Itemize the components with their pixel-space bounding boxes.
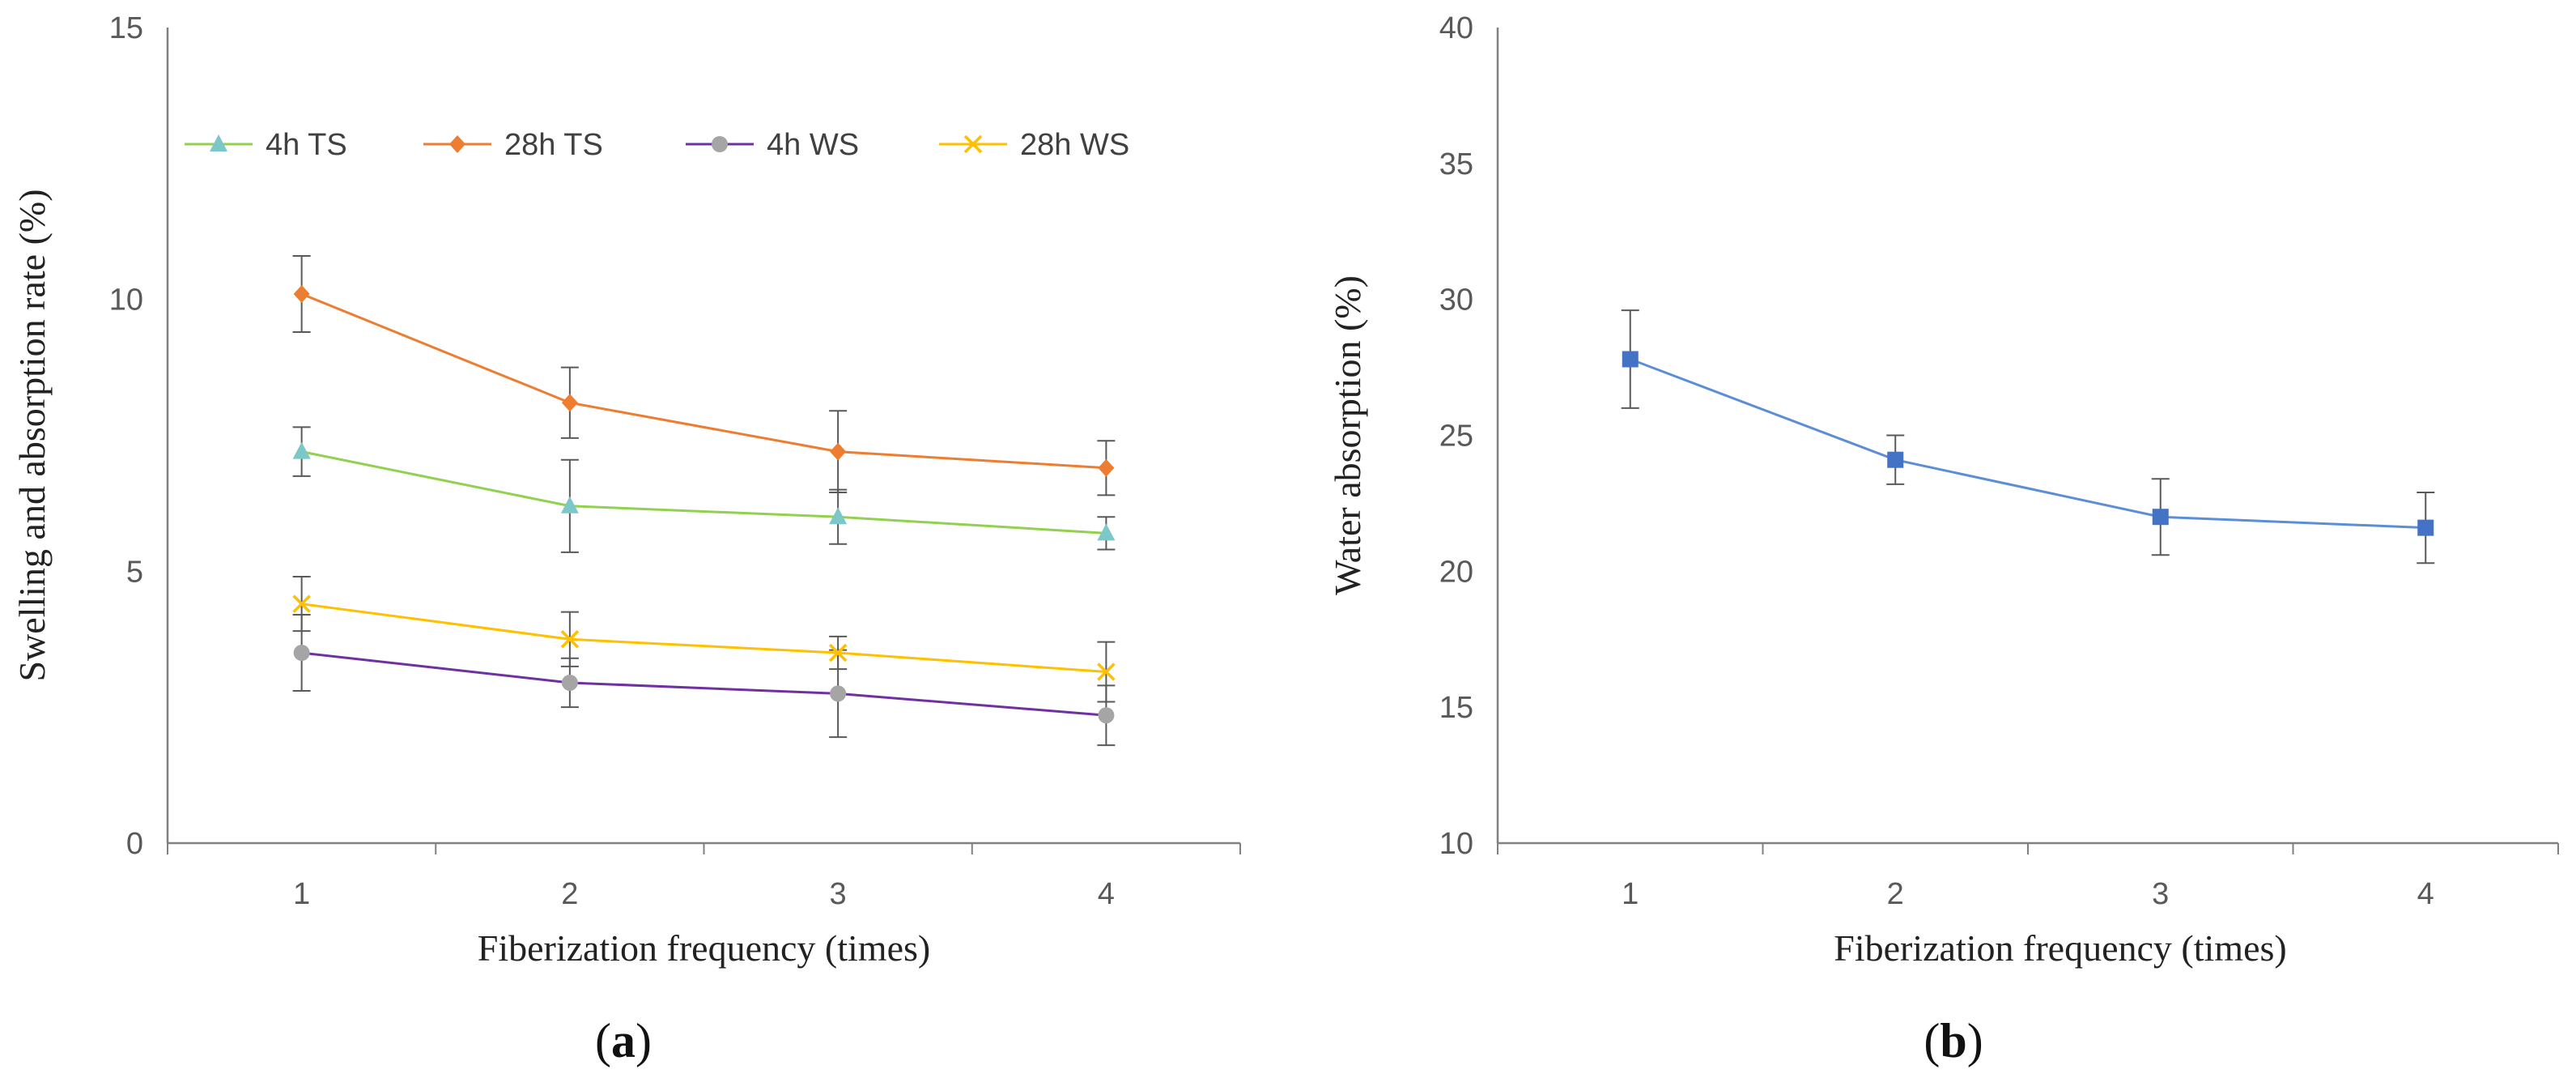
panel-labels: (a) (b)	[595, 1014, 1983, 1067]
panel-b-y-tick-label: 25	[1439, 420, 1473, 454]
panel-a-legend-28h-ws-marker	[963, 134, 983, 154]
panel-a-legend-4h-ts: 4h TS	[185, 128, 347, 162]
panel-a-legend-28h-ws-marker-stroke-2	[963, 134, 983, 154]
panel-a-series-4h-ws	[292, 614, 1116, 747]
panel-a-y-tick-label: 15	[109, 11, 143, 45]
panel-a-series-28h-ts-point	[293, 284, 310, 303]
panel-a-legend-4h-ts-label: 4h TS	[266, 128, 347, 162]
panel-b-series-1-point	[1622, 351, 1639, 368]
panel-a-legend-4h-ws-marker	[712, 136, 728, 152]
panel-a-x-tick-label: 2	[561, 877, 578, 911]
panel-a-series-28h-ws-point-stroke-2	[292, 594, 311, 613]
panel-a-x-axis-title: Fiberization frequency (times)	[478, 927, 930, 969]
panel-a-series-28h-ws-point-stroke-2	[828, 643, 848, 663]
panel-a-series-28h-ws	[292, 576, 1116, 703]
panel-b-x-tick-label: 4	[2417, 877, 2434, 911]
panel-b-series-1-point	[2417, 519, 2434, 536]
panel-a-y-axis-title: Swelling and absorption rate (%)	[11, 189, 53, 681]
panel-a-letter: a	[611, 1014, 635, 1067]
panel-b-series-1-point	[2152, 509, 2169, 526]
panel-a-series-4h-ws-point	[293, 645, 310, 662]
panel-a-series-28h-ws-point-stroke-2	[560, 630, 580, 649]
panel-a-series-4h-ws-point	[830, 685, 847, 702]
panel-a-chart: 0 5 10 15 1 2 3 4 Fiberization frequency (times)…	[11, 11, 1241, 969]
panel-a-legend-4h-ts-marker	[210, 134, 227, 151]
panel-a-series-4h-ts-point	[1097, 523, 1116, 541]
panel-b-series-1-line	[1630, 358, 2426, 530]
panel-b-y-axis-title: Water absorption (%)	[1327, 275, 1368, 595]
panel-a-legend-28h-ws: 28h WS	[939, 128, 1129, 162]
panel-a-series-4h-ws-line	[301, 651, 1107, 717]
panel-a-series-28h-ws-point	[292, 594, 311, 613]
panel-a-x-tick-label: 4	[1098, 877, 1115, 911]
panel-b-x-axis-title: Fiberization frequency (times)	[1834, 927, 2286, 969]
panel-b-series-1	[1621, 309, 2435, 565]
panel-a-series-28h-ws-point	[828, 643, 848, 663]
panel-a-y-tick-label: 0	[126, 827, 143, 861]
panel-a-legend-28h-ts: 28h TS	[423, 128, 603, 162]
panel-b-x-tick-label: 1	[1622, 877, 1639, 911]
panel-a-y-tick-label: 5	[126, 555, 143, 589]
panel-a-series-28h-ws-point-stroke-2	[1097, 663, 1116, 681]
panel-a-series-4h-ts-line	[301, 450, 1107, 535]
panel-a-legend-28h-ts-label: 28h TS	[504, 128, 603, 162]
panel-a-series-28h-ws-point	[1097, 663, 1116, 681]
panel-b-series-1-point	[1887, 451, 1904, 468]
panel-b-y-tick-label: 35	[1439, 147, 1473, 181]
panel-a-series-28h-ts-line	[301, 292, 1107, 470]
panel-a-series-4h-ts-point	[829, 507, 848, 525]
panel-b-chart: 10 15 20 25 30 35 40 1 2 3 4 Fiberization frequency…	[1327, 11, 2559, 969]
panel-a-series-4h-ts-point	[292, 441, 311, 459]
panel-a-series-4h-ts	[292, 426, 1116, 553]
panel-a-series-4h-ts-point	[560, 496, 579, 513]
panel-b-y-tick-label: 20	[1439, 555, 1473, 589]
panel-b-y-tick-label: 15	[1439, 691, 1473, 725]
panel-a-series-28h-ws-line	[301, 603, 1107, 674]
panel-a-x-tick-label: 3	[830, 877, 847, 911]
panel-b-y-tick-label: 30	[1439, 283, 1473, 317]
panel-b-letter: b	[1940, 1014, 1966, 1067]
panel-a-series-28h-ts-point	[1098, 458, 1115, 477]
panel-a-x-tick-label: 1	[293, 877, 310, 911]
panel-b-y-tick-label: 40	[1439, 11, 1473, 45]
panel-a-series-28h-ws-point	[560, 630, 580, 649]
panel-a-legend-4h-ws-label: 4h WS	[767, 128, 859, 162]
panel-a-series-28h-ts-point	[830, 442, 847, 461]
panel-a-legend-4h-ws: 4h WS	[686, 128, 859, 162]
panel-a-label: (a)	[595, 1014, 652, 1067]
panel-a-series-28h-ts	[292, 254, 1116, 496]
panel-a-y-tick-label: 10	[109, 283, 143, 317]
panel-b-y-tick-label: 10	[1439, 827, 1473, 861]
panel-b-label: (b)	[1923, 1014, 1983, 1067]
panel-a-series-4h-ws-point	[561, 674, 578, 691]
panel-a-series-4h-ws-point	[1098, 707, 1115, 724]
panel-a-series-28h-ts-point	[561, 394, 578, 412]
panel-b-x-tick-label: 2	[1887, 877, 1904, 911]
panel-a-legend-28h-ws-label: 28h WS	[1020, 128, 1129, 162]
panel-a-legend-28h-ts-marker	[449, 135, 465, 153]
panel-b-x-tick-label: 3	[2152, 877, 2169, 911]
panel-a-legend: 4h TS 28h TS 4h WS 28h WS	[185, 128, 1129, 162]
